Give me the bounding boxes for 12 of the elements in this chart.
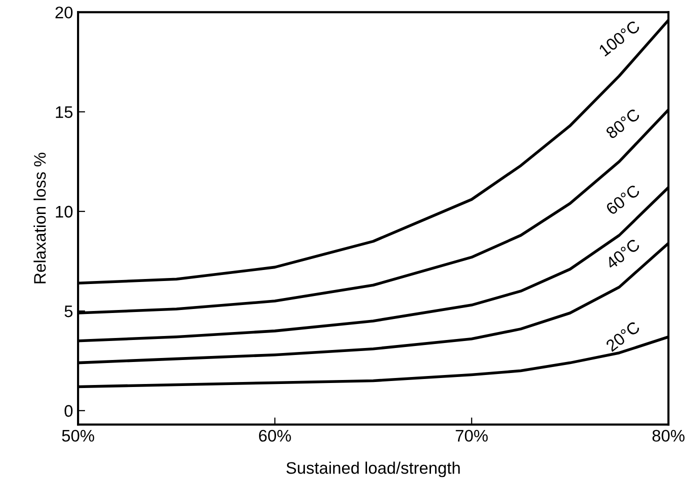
y-tick-label: 10 <box>56 206 73 218</box>
x-tick-label: 50% <box>62 430 94 442</box>
y-axis-title: Relaxation loss % <box>34 152 46 284</box>
x-tick-label: 60% <box>259 430 291 442</box>
x-tick-label: 70% <box>456 430 488 442</box>
y-tick-label: 0 <box>64 405 73 417</box>
x-tick-label: 80% <box>652 430 685 442</box>
y-tick-label: 20 <box>56 6 73 18</box>
x-axis-title: Sustained load/strength <box>286 462 460 478</box>
y-tick-label: 15 <box>56 106 73 118</box>
text: 40°C <box>604 238 641 270</box>
y-tick-label: 5 <box>64 306 73 318</box>
